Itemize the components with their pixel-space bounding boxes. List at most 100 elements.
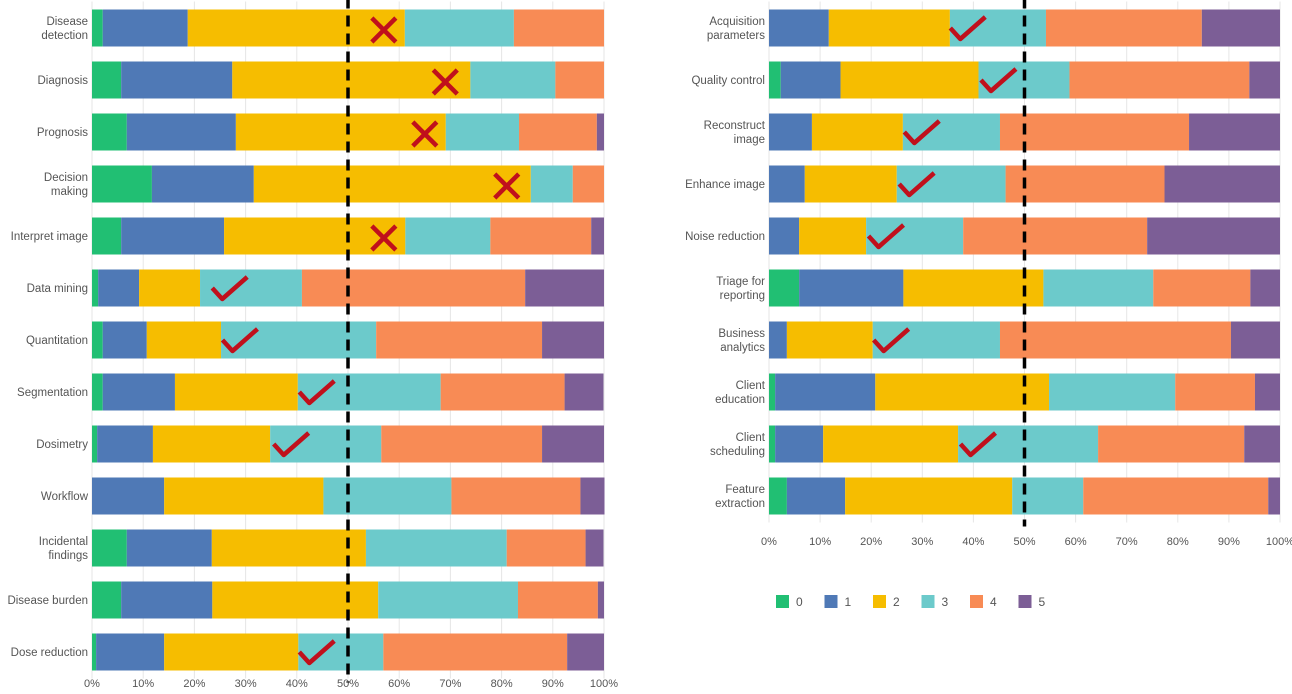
- category-label: Client education: [715, 380, 766, 406]
- legend-swatch: [824, 595, 838, 608]
- bar-segment-0: [92, 9, 103, 47]
- bar-segment-4: [381, 425, 543, 463]
- bar-segment-1: [769, 113, 812, 151]
- x-tick-label: 100%: [1266, 536, 1292, 548]
- bar-segment-2: [211, 529, 366, 567]
- bar-segment-3: [949, 9, 1046, 47]
- category-label: Enhance image: [685, 179, 765, 191]
- bar-segment-5: [597, 581, 604, 619]
- bar-segment-1: [121, 217, 225, 255]
- legend-swatch: [1018, 595, 1032, 608]
- x-tick-label: 60%: [388, 678, 410, 689]
- check-marker: [902, 119, 941, 146]
- category-label: Triage for reporting: [716, 276, 765, 302]
- bar-segment-1: [97, 425, 153, 463]
- bar-segment-4: [572, 165, 604, 203]
- bar-segment-0: [769, 425, 776, 463]
- bar-segment-2: [828, 9, 950, 47]
- bar-segment-2: [875, 373, 1050, 411]
- category-label-line: Dose reduction: [11, 647, 88, 659]
- category-label: Client scheduling: [710, 432, 766, 458]
- bar-segment-3: [470, 61, 556, 99]
- check-marker: [297, 639, 336, 666]
- bar-segment-3: [405, 217, 491, 255]
- bar-segment-4: [1005, 165, 1165, 203]
- cross-marker: [370, 16, 398, 44]
- x-tick-label: 40%: [286, 678, 308, 689]
- bar-segment-2: [146, 321, 222, 359]
- bar-segment-1: [102, 373, 175, 411]
- category-label-line: Business: [718, 328, 765, 340]
- bar-segment-5: [564, 373, 604, 411]
- bar-segment-0: [769, 269, 800, 307]
- bar-segment-3: [298, 633, 384, 671]
- bar-segment-4: [1098, 425, 1245, 463]
- check-marker: [948, 15, 987, 42]
- bar-segment-0: [92, 269, 99, 307]
- category-label-line: Feature: [725, 484, 765, 496]
- bar-segment-2: [786, 321, 873, 359]
- bar-segment-4: [513, 9, 604, 47]
- x-tick-label: 20%: [183, 678, 205, 689]
- category-label: Incidental findings: [39, 536, 88, 562]
- check-marker: [871, 327, 911, 354]
- bar-segment-3: [200, 269, 302, 307]
- check-marker: [958, 431, 997, 458]
- category-label-line: Incidental: [39, 536, 88, 548]
- category-label-line: Client: [736, 432, 766, 444]
- x-tick-label: 90%: [1218, 536, 1240, 548]
- bar-segment-1: [121, 581, 213, 619]
- bar-segment-4: [1175, 373, 1255, 411]
- category-label-line: findings: [48, 550, 88, 562]
- cross-marker: [411, 120, 439, 148]
- legend-label: 1: [845, 595, 852, 609]
- bar-segment-5: [1244, 425, 1280, 463]
- category-label: Decision making: [44, 172, 88, 198]
- bar-segment-5: [580, 477, 605, 515]
- bar-segment-3: [445, 113, 520, 151]
- bar-segment-0: [92, 321, 103, 359]
- check-marker: [210, 275, 249, 302]
- category-label-line: Diagnosis: [38, 75, 89, 87]
- category-label: Dose reduction: [11, 647, 88, 659]
- bar-segment-2: [235, 113, 446, 151]
- category-label: Acquisition parameters: [707, 16, 765, 42]
- bar-row: Disease burden: [7, 581, 604, 619]
- bar-segment-5: [585, 529, 604, 567]
- x-tick-label: 80%: [1167, 536, 1189, 548]
- category-label: Disease burden: [7, 595, 88, 607]
- category-label: Workflow: [41, 491, 89, 503]
- category-label-line: extraction: [715, 498, 765, 510]
- bar-segment-1: [92, 477, 165, 515]
- legend-swatch: [921, 595, 935, 608]
- x-tick-label: 60%: [1065, 536, 1087, 548]
- bar-segment-0: [92, 425, 98, 463]
- bar-segment-4: [517, 581, 598, 619]
- x-tick-label: 10%: [809, 536, 831, 548]
- x-tick-label: 90%: [542, 678, 564, 689]
- legend: 0 1 2 3 4 5: [776, 595, 1046, 609]
- category-label: Prognosis: [37, 127, 88, 139]
- x-tick-label: 100%: [590, 678, 618, 689]
- legend-swatch: [776, 595, 789, 608]
- category-label: Diagnosis: [38, 75, 89, 87]
- bar-segment-1: [775, 373, 876, 411]
- bar-segment-5: [596, 113, 604, 151]
- bar-row: Interpret image: [11, 217, 604, 255]
- bar-row: Acquisition parameters: [707, 9, 1280, 47]
- bar-row: Noise reduction: [685, 217, 1280, 255]
- bar-segment-1: [126, 529, 212, 567]
- bar-segment-1: [102, 321, 147, 359]
- category-label: Quantitation: [26, 335, 88, 347]
- bar-segment-5: [1230, 321, 1280, 359]
- bar-segment-3: [270, 425, 382, 463]
- bar-segment-4: [301, 269, 526, 307]
- bar-segment-3: [866, 217, 964, 255]
- bar-row: Dosimetry: [36, 425, 604, 463]
- bar-segment-0: [92, 61, 122, 99]
- bar-segment-1: [769, 321, 787, 359]
- bar-segment-2: [799, 217, 867, 255]
- bar-segment-2: [224, 217, 406, 255]
- bar-row: Quantitation: [26, 321, 604, 359]
